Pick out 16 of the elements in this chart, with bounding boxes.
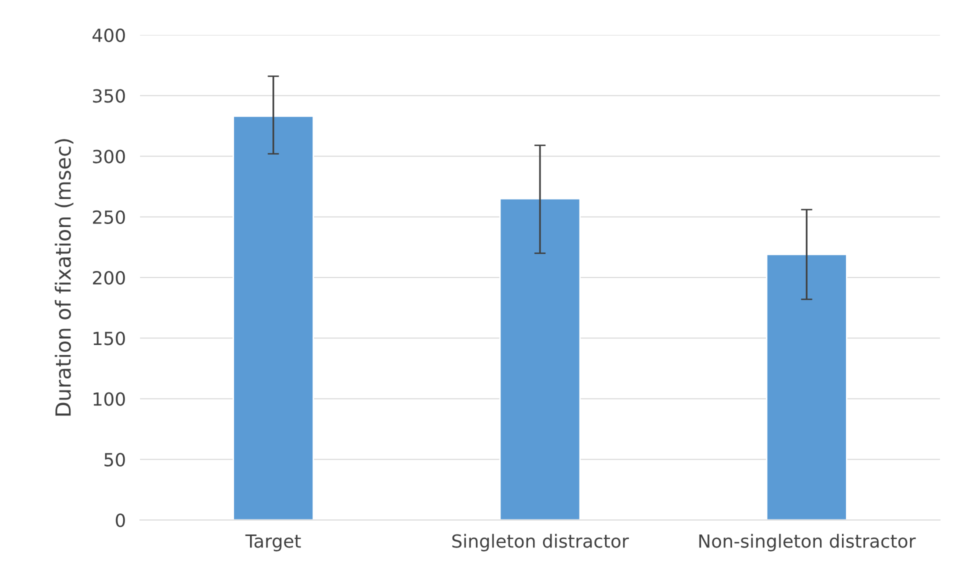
y-tick-label: 0: [116, 513, 125, 528]
y-tick-label: 400: [92, 28, 125, 42]
bar: [232, 116, 314, 520]
bar: [499, 198, 581, 520]
y-tick-label: 200: [92, 270, 125, 285]
bar: [766, 254, 848, 520]
y-tick-label: 100: [94, 392, 125, 406]
y-tick-label: 300: [93, 150, 125, 164]
y-tick-label: 250: [92, 210, 125, 224]
y-tick-label: 350: [93, 89, 125, 103]
x-tick-label: Singleton distractor: [452, 534, 629, 552]
x-tick-label: Non-singleton distractor: [699, 534, 916, 552]
y-tick-label: 150: [94, 332, 125, 346]
x-tick-label: Target: [245, 534, 301, 552]
y-tick-label: 50: [104, 452, 125, 466]
y-axis-title: Duration of fixation (msec): [54, 139, 74, 416]
